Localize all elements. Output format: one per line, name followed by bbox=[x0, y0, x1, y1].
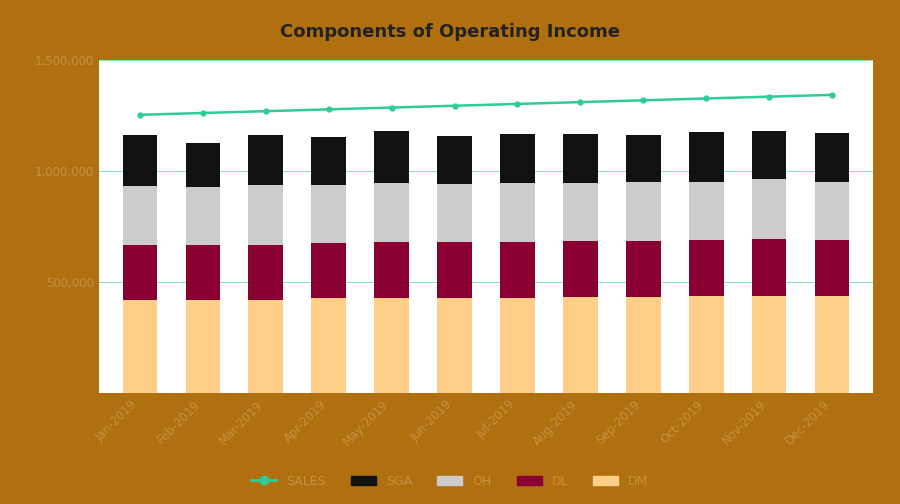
Bar bbox=[500, 298, 535, 393]
Bar bbox=[814, 296, 850, 393]
SALES bbox=[701, 95, 712, 101]
Bar bbox=[752, 131, 787, 179]
Bar bbox=[374, 183, 409, 242]
Bar bbox=[626, 135, 661, 181]
Bar bbox=[752, 239, 787, 296]
Bar bbox=[688, 240, 724, 296]
SALES bbox=[134, 112, 145, 118]
Bar bbox=[122, 245, 158, 300]
Bar bbox=[626, 181, 661, 241]
SALES bbox=[512, 101, 523, 107]
Bar bbox=[437, 242, 472, 298]
Bar bbox=[688, 296, 724, 393]
Bar bbox=[500, 242, 535, 298]
Bar bbox=[185, 245, 220, 300]
Bar bbox=[374, 298, 409, 393]
SALES bbox=[260, 108, 271, 114]
Bar bbox=[688, 133, 724, 181]
Bar bbox=[248, 244, 284, 299]
Bar bbox=[311, 185, 346, 243]
Bar bbox=[500, 134, 535, 183]
Bar bbox=[311, 298, 346, 393]
Bar bbox=[563, 134, 598, 183]
Bar bbox=[688, 181, 724, 240]
Bar bbox=[752, 296, 787, 393]
Bar bbox=[185, 300, 220, 393]
Bar bbox=[752, 179, 787, 239]
Bar bbox=[374, 132, 409, 183]
Bar bbox=[248, 135, 284, 185]
Bar bbox=[814, 240, 850, 296]
Bar bbox=[311, 243, 346, 298]
Bar bbox=[814, 133, 850, 182]
Bar bbox=[626, 297, 661, 393]
SALES bbox=[386, 104, 397, 110]
Line: SALES: SALES bbox=[138, 92, 834, 117]
Text: Components of Operating Income: Components of Operating Income bbox=[280, 23, 620, 41]
Bar bbox=[563, 241, 598, 297]
Bar bbox=[248, 185, 284, 244]
Bar bbox=[185, 187, 220, 245]
SALES bbox=[323, 106, 334, 112]
SALES bbox=[764, 94, 775, 100]
SALES bbox=[197, 110, 208, 116]
Bar bbox=[122, 185, 158, 245]
SALES bbox=[449, 103, 460, 109]
SALES bbox=[827, 92, 838, 98]
Bar bbox=[437, 298, 472, 393]
Bar bbox=[814, 182, 850, 240]
Bar bbox=[185, 143, 220, 187]
Bar bbox=[437, 136, 472, 184]
SALES bbox=[575, 99, 586, 105]
Bar bbox=[500, 183, 535, 242]
Bar bbox=[122, 300, 158, 393]
Bar bbox=[122, 135, 158, 185]
Bar bbox=[563, 183, 598, 241]
Legend: SALES, SGA, OH, DL, DM: SALES, SGA, OH, DL, DM bbox=[247, 470, 653, 493]
Bar bbox=[374, 242, 409, 298]
Bar bbox=[437, 184, 472, 242]
Bar bbox=[248, 299, 284, 393]
Bar bbox=[563, 297, 598, 393]
SALES bbox=[638, 97, 649, 103]
Bar bbox=[311, 137, 346, 185]
Bar bbox=[626, 241, 661, 297]
